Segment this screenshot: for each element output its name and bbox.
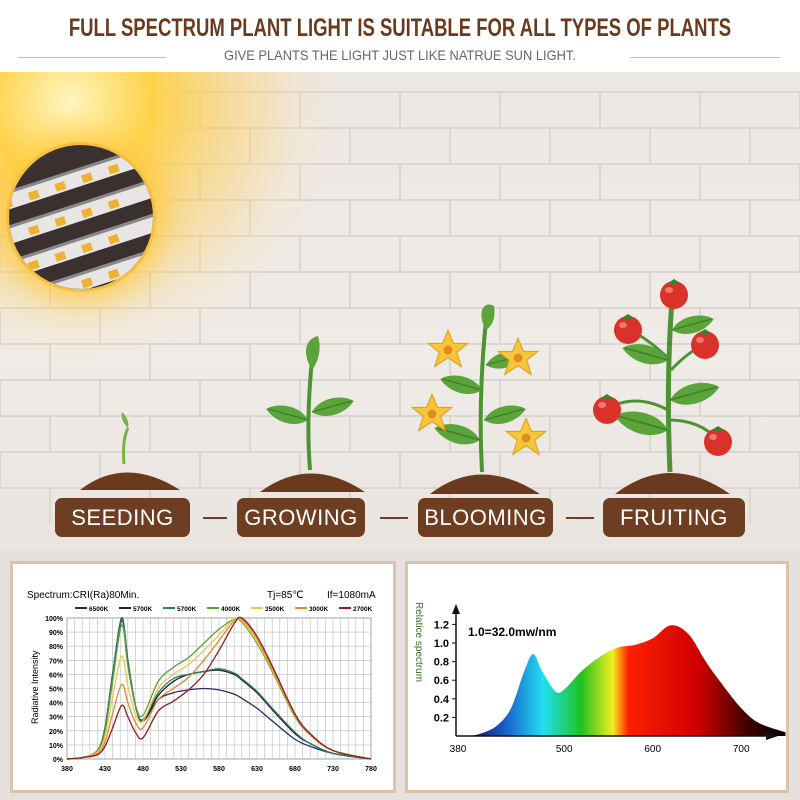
chart-note-tj: Tj=85℃ xyxy=(267,590,304,601)
growing-plant xyxy=(260,336,365,492)
x-tick-label: 500 xyxy=(556,744,573,755)
divider xyxy=(18,57,166,58)
chart-title: Spectrum:CRI(Ra)80Min. xyxy=(27,590,139,601)
y-tick-label: 100% xyxy=(45,616,64,623)
spectrum-area xyxy=(471,625,786,736)
fruiting-plant xyxy=(593,279,732,494)
stage-connector xyxy=(203,517,227,519)
x-tick-label: 780 xyxy=(365,766,377,773)
stage-seeding: SEEDING xyxy=(55,498,190,537)
blooming-plant xyxy=(411,304,547,494)
y-tick-label: 60% xyxy=(49,672,64,679)
legend-label: 2700K xyxy=(353,606,372,613)
stage-connector xyxy=(380,517,408,519)
y-tick-label: 40% xyxy=(49,701,64,708)
plant-illustrations xyxy=(80,279,732,494)
x-axis-arrow-icon xyxy=(766,732,778,740)
page-subtitle: GIVE PLANTS THE LIGHT JUST LIKE NATRUE S… xyxy=(224,47,576,63)
y-tick-label: 20% xyxy=(49,729,64,736)
series-line-3000K xyxy=(66,616,372,760)
y-tick-label: 0.4 xyxy=(434,694,450,706)
series-line-4000K xyxy=(66,618,372,760)
y-axis-label: Relatice spectrum xyxy=(413,602,424,682)
y-tick-label: 0.8 xyxy=(434,657,449,669)
x-tick-label: 530 xyxy=(175,766,187,773)
relative-spectrum-chart-panel: Relatice spectrum 1.0=32.0mw/nm 0.2 0.4 0.… xyxy=(405,561,789,793)
divider xyxy=(630,57,780,58)
y-tick-label: 1.2 xyxy=(434,619,449,631)
y-axis-label: Radiative Intensity xyxy=(30,650,40,724)
legend-label: 4000K xyxy=(221,606,240,613)
series-line-2700K xyxy=(66,616,372,760)
legend-label: 3500K xyxy=(265,606,284,613)
x-tick-label: 680 xyxy=(289,766,301,773)
page-title: FULL SPECTRUM PLANT LIGHT IS SUITABLE FO… xyxy=(68,14,732,42)
cct-spectrum-chart: Spectrum:CRI(Ra)80Min. Tj=85℃ If=1080mA … xyxy=(27,590,377,773)
legend-label: 6500K xyxy=(89,606,108,613)
x-tick-label: 580 xyxy=(213,766,225,773)
x-tick-label: 700 xyxy=(733,744,750,755)
header: FULL SPECTRUM PLANT LIGHT IS SUITABLE FO… xyxy=(0,0,800,72)
stage-connector xyxy=(566,517,594,519)
x-tick-label: 430 xyxy=(99,766,111,773)
legend-label: 5700K xyxy=(177,606,196,613)
y-tick-label: 0% xyxy=(53,757,64,764)
y-tick-label: 70% xyxy=(49,658,64,665)
y-tick-label: 50% xyxy=(49,687,64,694)
x-tick-label: 480 xyxy=(137,766,149,773)
y-tick-label: 30% xyxy=(49,715,64,722)
y-axis-arrow-icon xyxy=(452,604,460,614)
stage-growing: GROWING xyxy=(237,498,365,537)
x-tick-label: 600 xyxy=(644,744,661,755)
y-tick-label: 80% xyxy=(49,644,64,651)
chart-note-if: If=1080mA xyxy=(327,590,376,601)
legend-label: 5700K xyxy=(133,606,152,613)
led-strip-photo xyxy=(6,142,156,292)
brick-wall-scene xyxy=(0,72,800,550)
y-tick-label: 10% xyxy=(49,743,64,750)
stage-fruiting: FRUITING xyxy=(603,498,745,537)
series-line-5700K xyxy=(66,618,372,760)
y-tick-label: 0.6 xyxy=(434,675,449,687)
x-tick-label: 380 xyxy=(61,766,73,773)
x-tick-label: 730 xyxy=(327,766,339,773)
chart-annotation: 1.0=32.0mw/nm xyxy=(468,625,556,639)
relative-spectrum-chart: Relatice spectrum 1.0=32.0mw/nm 0.2 0.4 0.… xyxy=(413,602,786,755)
y-tick-label: 1.0 xyxy=(434,638,449,650)
seedling-plant xyxy=(80,412,180,490)
x-tick-label: 380 xyxy=(450,744,467,755)
legend-label: 3000K xyxy=(309,606,328,613)
x-tick-label: 630 xyxy=(251,766,263,773)
stage-blooming: BLOOMING xyxy=(418,498,553,537)
y-tick-label: 0.2 xyxy=(434,712,449,724)
y-tick-label: 90% xyxy=(49,630,64,637)
cct-spectrum-chart-panel: Spectrum:CRI(Ra)80Min. Tj=85℃ If=1080mA … xyxy=(10,561,396,793)
